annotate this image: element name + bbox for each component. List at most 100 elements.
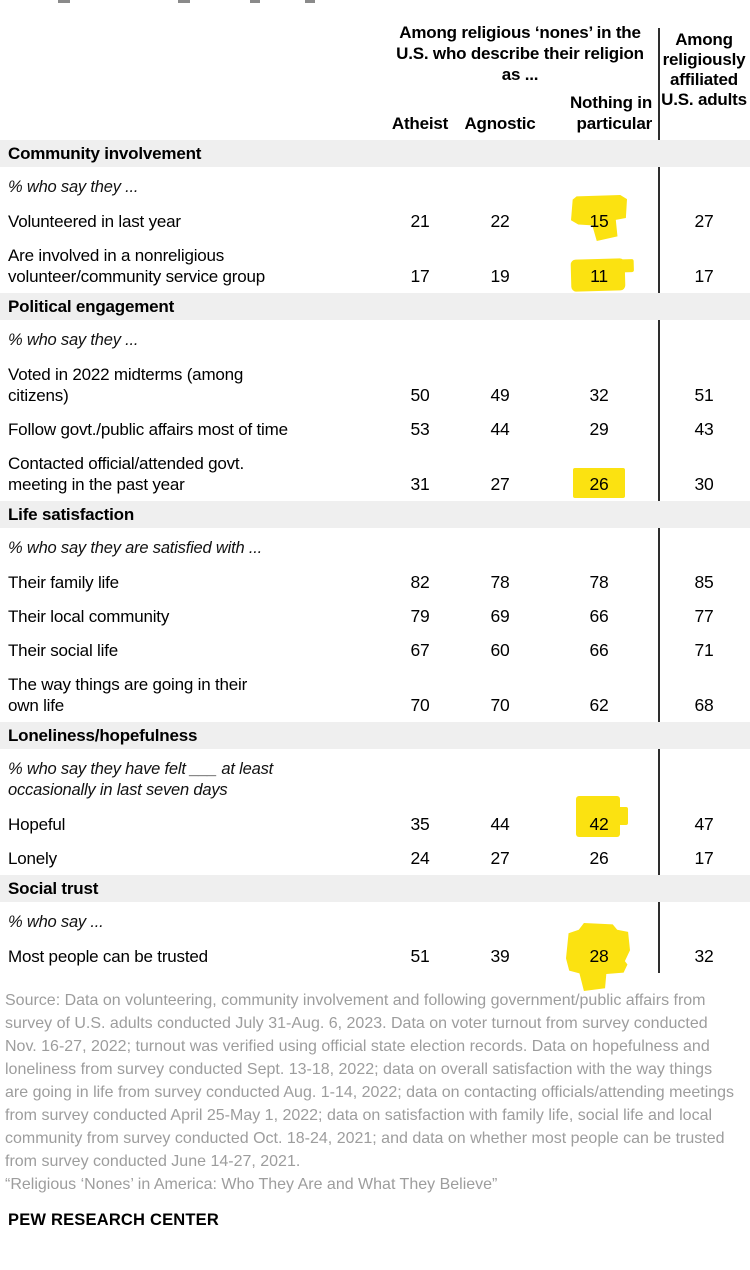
value-cell: 70 [490, 695, 510, 715]
column-header-agnostic: Agnostic [464, 114, 536, 133]
value-cell: 27 [694, 211, 714, 231]
column-divider [658, 28, 660, 140]
value-cell: 39 [490, 946, 510, 966]
table-section: % who say they ... Volunteered in last y… [0, 167, 750, 293]
column-group-label: Among religious ‘nones’ in the U.S. who … [396, 23, 644, 84]
column-header-religiously-affiliated: Among religiously affiliated U.S. adults [661, 30, 747, 109]
value-cell: 85 [694, 572, 714, 592]
value-cell: 29 [589, 419, 609, 439]
row-label: Lonely [8, 849, 57, 868]
cropped-title-fragment [305, 0, 315, 3]
table-row: Are involved in a nonreligious volunteer… [0, 245, 750, 292]
table-row: The way things are going in their own li… [0, 674, 750, 716]
highlight-mark [576, 796, 628, 837]
column-header-nothing-in-particular: Nothing in particular [569, 93, 652, 133]
table-row: Follow govt./public affairs most of time… [0, 419, 750, 440]
table-row: Most people can be trusted 51 39 28 32 [0, 923, 750, 991]
value-cell: 26 [589, 848, 609, 868]
row-label: Their local community [8, 607, 170, 626]
value-cell: 66 [589, 640, 609, 660]
value-cell: 43 [694, 419, 714, 439]
table-row: Voted in 2022 midterms (among citizens) … [0, 364, 750, 406]
value-cell: 17 [694, 848, 714, 868]
row-label: Contacted official/attended govt. meetin… [8, 454, 244, 494]
value-cell: 78 [589, 572, 609, 592]
value-cell: 26 [540, 468, 658, 498]
value-cell: 69 [490, 606, 510, 626]
row-label: Are involved in a nonreligious volunteer… [8, 246, 266, 286]
section-descriptor: % who say they ... [8, 331, 139, 349]
row-label: Follow govt./public affairs most of time [8, 420, 288, 439]
value-cell: 27 [490, 474, 510, 494]
table-header: Among religious ‘nones’ in the U.S. who … [0, 0, 750, 140]
cropped-title-fragment [250, 0, 260, 3]
value-cell: 66 [589, 606, 609, 626]
value-cell: 22 [490, 211, 510, 231]
value-cell: 67 [410, 640, 430, 660]
section-descriptor: % who say they ... [8, 178, 139, 196]
value-cell: 53 [410, 419, 430, 439]
value-cell: 62 [589, 695, 609, 715]
value-cell: 51 [410, 946, 430, 966]
value-cell: 21 [410, 211, 430, 231]
value-cell: 50 [410, 385, 430, 405]
value-cell: 82 [410, 572, 430, 592]
table-row: Lonely 24 27 26 17 [0, 848, 750, 869]
value-cell: 32 [589, 385, 609, 405]
value-cell: 24 [410, 848, 430, 868]
value-cell: 32 [694, 946, 714, 966]
column-divider [658, 528, 660, 722]
column-header-atheist: Atheist [391, 114, 449, 133]
column-divider [658, 749, 660, 875]
value-cell: 44 [490, 814, 510, 834]
pew-research-center-wordmark: PEW RESEARCH CENTER [8, 1211, 219, 1229]
cropped-title-fragment [58, 0, 70, 3]
value-cell: 68 [694, 695, 714, 715]
value-cell: 17 [694, 266, 714, 286]
value-cell: 70 [410, 695, 430, 715]
highlight-mark [573, 468, 625, 498]
section-descriptor: % who say they have felt ___ at least oc… [8, 760, 274, 799]
table-section: % who say they have felt ___ at least oc… [0, 749, 750, 875]
value-cell: 31 [410, 474, 430, 494]
source-note: Source: Data on volunteering, community … [5, 992, 735, 1170]
table-row: Volunteered in last year 21 22 15 27 [0, 195, 750, 241]
table-section: % who say they are satisfied with ... Th… [0, 528, 750, 722]
value-cell: 51 [694, 385, 714, 405]
value-cell: 60 [490, 640, 510, 660]
cropped-title-fragment [178, 0, 190, 3]
value-cell: 77 [694, 606, 714, 626]
row-label: Their family life [8, 573, 119, 592]
value-cell: 17 [410, 266, 430, 286]
value-cell: 71 [694, 640, 714, 660]
value-cell: 35 [410, 814, 430, 834]
section-descriptor: % who say ... [8, 913, 104, 931]
section-title: Social trust [0, 875, 750, 902]
value-cell: 27 [490, 848, 510, 868]
value-cell: 15 [540, 195, 658, 241]
section-title: Community involvement [0, 140, 750, 167]
table-row: Hopeful 35 44 42 47 [0, 796, 750, 837]
value-cell: 79 [410, 606, 430, 626]
row-label: Their social life [8, 641, 118, 660]
data-table: Community involvement % who say they ...… [0, 140, 750, 991]
column-divider [658, 167, 660, 293]
value-cell: 28 [540, 923, 658, 991]
value-cell: 19 [490, 266, 510, 286]
row-label: Most people can be trusted [8, 947, 208, 966]
value-cell: 47 [694, 814, 714, 834]
table-section: % who say ... Most people can be trusted… [0, 902, 750, 991]
value-cell: 42 [540, 796, 658, 837]
section-title: Loneliness/hopefulness [0, 722, 750, 749]
value-cell: 44 [490, 419, 510, 439]
value-cell: 11 [540, 258, 658, 292]
value-cell: 49 [490, 385, 510, 405]
table-row: Their social life 67 60 66 71 [0, 640, 750, 661]
section-title: Political engagement [0, 293, 750, 320]
section-descriptor: % who say they are satisfied with ... [8, 539, 262, 557]
section-title: Life satisfaction [0, 501, 750, 528]
column-divider [658, 320, 660, 501]
column-divider [658, 902, 660, 973]
table-row: Their local community 79 69 66 77 [0, 606, 750, 627]
